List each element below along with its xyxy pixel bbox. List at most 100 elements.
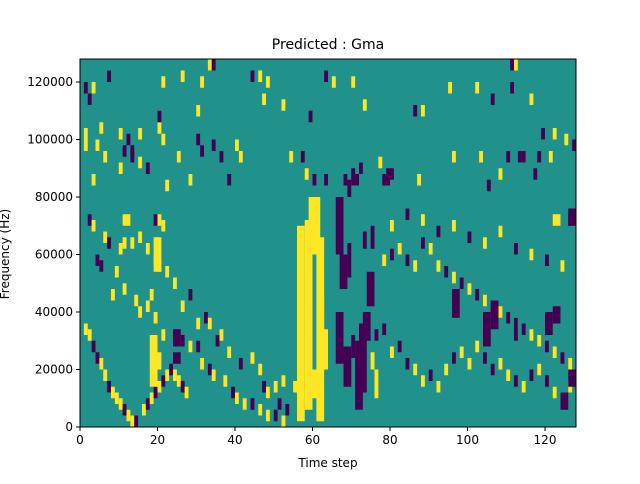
heatmap-block — [560, 392, 569, 410]
heatmap-block — [370, 352, 375, 370]
x-tick-label: 120 — [534, 433, 557, 447]
heatmap-cell — [126, 409, 131, 422]
heatmap-cell — [157, 381, 162, 393]
heatmap-cell — [219, 329, 224, 341]
heatmap-cell — [138, 306, 143, 318]
x-tick-label: 20 — [150, 433, 165, 447]
heatmap-cell — [421, 237, 425, 249]
heatmap-cell — [479, 151, 484, 163]
y-tick-label: 20000 — [35, 363, 73, 377]
heatmap-cell — [475, 340, 480, 353]
heatmap-cell — [521, 151, 526, 163]
heatmap-cell — [130, 145, 135, 157]
heatmap-cell — [506, 151, 511, 163]
heatmap-cell — [215, 335, 220, 347]
heatmap-cell — [467, 283, 472, 295]
y-tick-label: 120000 — [27, 75, 73, 89]
heatmap-cell — [378, 156, 383, 169]
y-tick-label: 40000 — [35, 305, 73, 319]
heatmap-cell — [161, 76, 166, 88]
heatmap-cell — [196, 317, 201, 330]
heatmap-cell — [122, 237, 127, 249]
heatmap-cell — [541, 128, 546, 140]
heatmap-cell — [436, 225, 441, 238]
heatmap-cell — [459, 277, 464, 289]
x-tick-label: 60 — [305, 433, 320, 447]
heatmap-cell — [262, 93, 267, 105]
heatmap-cell — [390, 220, 394, 232]
heatmap-cell — [235, 392, 239, 404]
heatmap-cell — [266, 409, 270, 422]
heatmap-cell — [161, 133, 166, 146]
heatmap-block — [568, 208, 576, 226]
x-tick-label: 100 — [456, 433, 479, 447]
heatmap-block — [370, 225, 375, 249]
heatmap-cell — [421, 375, 425, 387]
heatmap-cell — [161, 329, 166, 341]
heatmap-cell — [510, 82, 515, 94]
heatmap-cell — [533, 168, 538, 180]
heatmap-cell — [188, 340, 193, 353]
heatmap-cell — [448, 82, 453, 94]
heatmap-cell — [552, 386, 557, 399]
heatmap-block — [173, 352, 181, 364]
heatmap-cell — [382, 323, 387, 335]
heatmap-cell — [130, 415, 135, 427]
heatmap-cell — [498, 306, 503, 318]
x-tick-label: 80 — [382, 433, 397, 447]
heatmap-cell — [219, 151, 224, 163]
heatmap-cell — [157, 110, 162, 123]
heatmap-cell — [138, 128, 143, 140]
heatmap-cell — [428, 369, 433, 381]
heatmap-cell — [211, 59, 216, 71]
heatmap-cell — [134, 415, 139, 427]
heatmap-cell — [397, 340, 402, 353]
heatmap-cell — [200, 76, 205, 88]
heatmap-cell — [103, 369, 108, 381]
heatmap-cell — [475, 82, 480, 94]
heatmap-cell — [138, 156, 143, 169]
heatmap-cell — [293, 381, 298, 393]
heatmap-block — [308, 197, 313, 220]
heatmap-cell — [498, 225, 503, 238]
heatmap-cell — [452, 220, 456, 232]
heatmap-cell — [452, 151, 456, 163]
heatmap-block — [339, 254, 348, 289]
heatmap-cell — [91, 174, 96, 186]
heatmap-cell — [145, 300, 150, 312]
heatmap-cell — [506, 369, 511, 381]
heatmap-cell — [176, 151, 181, 163]
x-axis-label: Time step — [297, 456, 357, 470]
heatmap-cell — [417, 174, 422, 186]
heatmap-cell — [517, 151, 522, 163]
heatmap-block — [304, 220, 313, 410]
heatmap-cell — [498, 358, 503, 370]
heatmap-cell — [514, 243, 518, 255]
heatmap-cell — [161, 220, 166, 232]
heatmap-block — [297, 225, 305, 422]
x-axis: 0 20 40 60 80 100 120 — [76, 427, 556, 447]
heatmap-cell — [153, 312, 158, 324]
heatmap-cell — [397, 243, 402, 255]
heatmap-cell — [405, 208, 410, 220]
heatmap-cell — [207, 59, 212, 71]
heatmap-cell — [266, 386, 270, 399]
heatmap-cell — [359, 162, 363, 174]
heatmap-cell — [223, 375, 228, 387]
heatmap-cell — [277, 398, 282, 410]
heatmap-cell — [114, 392, 119, 404]
heatmap-cell — [188, 174, 193, 186]
heatmap-block — [568, 369, 576, 387]
heatmap-cell — [83, 139, 88, 151]
heatmap-block — [320, 329, 328, 370]
heatmap-cell — [300, 151, 305, 163]
heatmap-cell — [250, 70, 255, 82]
plot-area — [79, 58, 577, 428]
heatmap-cell — [180, 335, 185, 347]
heatmap-cell — [266, 76, 270, 88]
heatmap-block — [153, 237, 162, 272]
heatmap-cell — [552, 128, 557, 140]
chart-title: Predicted : Gma — [272, 37, 384, 53]
heatmap-block — [351, 174, 359, 186]
heatmap-cell — [91, 82, 96, 94]
